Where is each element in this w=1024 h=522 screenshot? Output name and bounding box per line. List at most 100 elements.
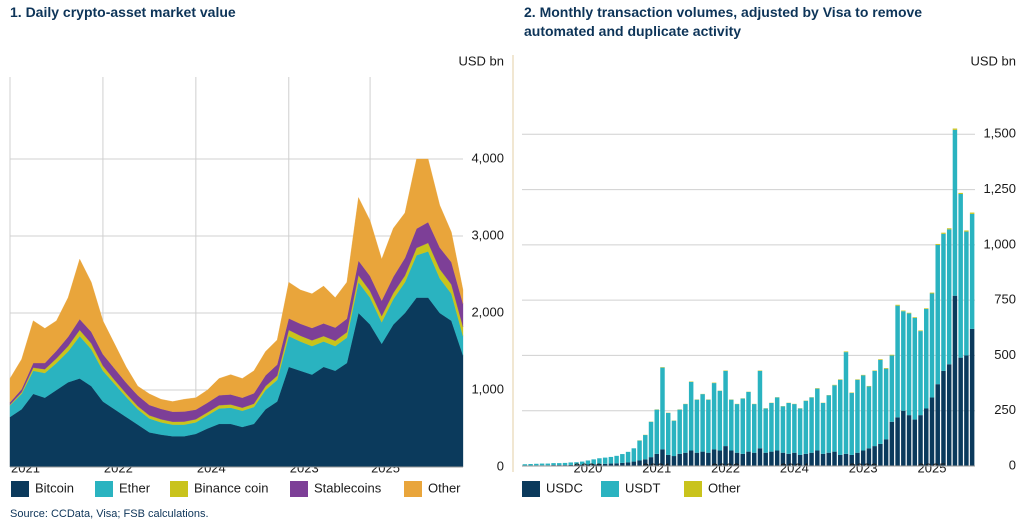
bar-segment xyxy=(935,243,940,245)
legend-label: Ether xyxy=(119,480,151,495)
bar-segment xyxy=(797,454,803,466)
bar-segment xyxy=(906,312,912,314)
bar-segment xyxy=(929,397,935,466)
bar-segment xyxy=(648,421,654,458)
y-tick-label: 1,000 xyxy=(471,381,504,396)
bar-segment xyxy=(866,386,872,449)
legend-label: Other xyxy=(428,480,461,495)
bar-segment xyxy=(665,454,671,466)
bar-segment xyxy=(602,463,608,466)
bar-segment xyxy=(717,390,723,451)
bar-segment xyxy=(608,463,614,466)
x-tick-label: 2025 xyxy=(918,460,947,475)
bar-segment xyxy=(918,330,923,332)
legend-swatch xyxy=(522,481,540,497)
bar-segment xyxy=(883,368,889,440)
bar-segment xyxy=(557,463,562,466)
bar-segment xyxy=(855,379,860,453)
bar-segment xyxy=(614,463,619,466)
bar-segment xyxy=(912,317,918,318)
bar-segment xyxy=(826,395,832,453)
bar-segment xyxy=(654,453,659,466)
bar-segment xyxy=(711,449,717,466)
chart-title: 2. Monthly transaction volumes, adjusted… xyxy=(524,4,923,39)
bar-segment xyxy=(700,394,705,452)
bar-segment xyxy=(820,402,826,454)
bar-segment xyxy=(637,460,642,466)
bar-segment xyxy=(878,359,883,360)
bar-segment xyxy=(711,383,717,450)
area-series xyxy=(9,158,464,412)
bar-segment xyxy=(866,448,872,466)
bar-segment xyxy=(774,397,780,451)
bar-segment xyxy=(786,453,791,466)
bar-segment xyxy=(677,453,682,466)
bar-segment xyxy=(665,412,671,455)
bar-segment xyxy=(597,463,602,466)
bar-segment xyxy=(568,462,573,465)
bar-segment xyxy=(895,417,900,466)
bar-segment xyxy=(803,400,809,454)
bar-segment xyxy=(843,352,849,454)
bar-segment xyxy=(889,421,895,466)
bar-segment xyxy=(746,451,751,466)
bar-segment xyxy=(528,464,533,466)
bar-segment xyxy=(763,452,768,466)
bar-segment xyxy=(585,464,591,466)
legend-label: Other xyxy=(708,480,741,495)
bar-segment xyxy=(751,404,757,453)
source-note: Source: CCData, Visa; FSB calculations. xyxy=(10,508,209,520)
bar-segment xyxy=(969,212,975,214)
bar-segment xyxy=(912,419,918,466)
legend-label: Stablecoins xyxy=(314,480,382,495)
bar-segment xyxy=(969,328,975,466)
bar-segment xyxy=(688,450,694,466)
bar-segment xyxy=(918,415,923,466)
y-axis-unit: USD bn xyxy=(970,53,1016,68)
bar-segment xyxy=(895,305,900,418)
bar-segment xyxy=(906,415,912,466)
bar-segment xyxy=(694,452,700,466)
bar-segment xyxy=(780,452,786,466)
bar-segment xyxy=(579,464,585,466)
legend-swatch xyxy=(404,481,422,497)
bar-segment xyxy=(637,440,642,461)
bar-segment xyxy=(620,462,625,466)
bar-segment xyxy=(964,230,969,232)
bar-segment xyxy=(723,370,728,447)
y-tick-label: 0 xyxy=(1009,457,1016,472)
bar-segment xyxy=(740,453,746,466)
bar-segment xyxy=(883,368,889,369)
bar-segment xyxy=(958,357,963,466)
bar-segment xyxy=(929,292,935,294)
bar-segment xyxy=(815,388,820,451)
bar-segment xyxy=(906,313,912,416)
x-tick-label: 2022 xyxy=(711,460,740,475)
y-tick-label: 1,250 xyxy=(983,181,1016,196)
bar-segment xyxy=(631,448,637,462)
legend-swatch xyxy=(290,481,308,497)
bar-segment xyxy=(803,453,809,466)
bar-segment xyxy=(946,364,952,466)
legend-label: USDC xyxy=(546,480,583,495)
bar-segment xyxy=(780,406,786,453)
bar-segment xyxy=(602,457,608,464)
bar-segment xyxy=(969,213,975,329)
bar-segment xyxy=(608,456,614,464)
bar-segment xyxy=(625,451,631,463)
bar-segment xyxy=(901,410,906,466)
bar-segment xyxy=(763,408,768,453)
y-tick-label: 500 xyxy=(994,347,1016,362)
x-tick-label: 2024 xyxy=(780,460,809,475)
bar-segment xyxy=(924,308,929,309)
bar-segment xyxy=(918,331,923,416)
bar-segment xyxy=(820,453,826,466)
y-tick-label: 3,000 xyxy=(471,227,504,242)
bar-segment xyxy=(895,304,900,306)
bar-segment xyxy=(946,228,952,230)
bar-segment xyxy=(591,464,596,466)
bar-segment xyxy=(838,379,843,455)
bar-segment xyxy=(620,454,625,463)
bar-segment xyxy=(700,451,705,466)
bar-segment xyxy=(958,193,963,358)
